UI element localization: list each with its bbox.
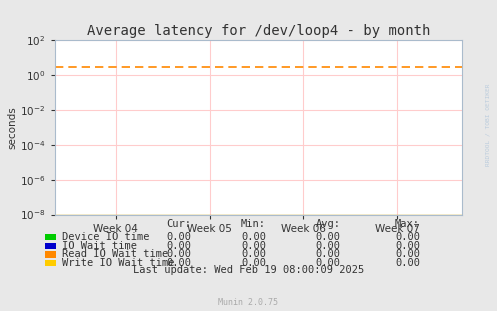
Text: IO Wait time: IO Wait time — [62, 241, 137, 251]
Text: Cur:: Cur: — [166, 219, 191, 229]
Text: Write IO Wait time: Write IO Wait time — [62, 258, 174, 268]
Text: 0.00: 0.00 — [395, 232, 420, 242]
Text: Avg:: Avg: — [316, 219, 340, 229]
Text: 0.00: 0.00 — [395, 241, 420, 251]
Text: 0.00: 0.00 — [241, 232, 266, 242]
Text: Munin 2.0.75: Munin 2.0.75 — [219, 298, 278, 307]
Text: 0.00: 0.00 — [316, 232, 340, 242]
Text: 0.00: 0.00 — [316, 249, 340, 259]
Text: Last update: Wed Feb 19 08:00:09 2025: Last update: Wed Feb 19 08:00:09 2025 — [133, 265, 364, 275]
Text: 0.00: 0.00 — [166, 241, 191, 251]
Text: 0.00: 0.00 — [395, 249, 420, 259]
Text: 0.00: 0.00 — [241, 249, 266, 259]
Text: 0.00: 0.00 — [241, 258, 266, 268]
Y-axis label: seconds: seconds — [7, 106, 17, 149]
Title: Average latency for /dev/loop4 - by month: Average latency for /dev/loop4 - by mont… — [87, 24, 430, 38]
Text: 0.00: 0.00 — [241, 241, 266, 251]
Text: Read IO Wait time: Read IO Wait time — [62, 249, 168, 259]
Text: RRDTOOL / TOBI OETIKER: RRDTOOL / TOBI OETIKER — [486, 83, 491, 166]
Text: Min:: Min: — [241, 219, 266, 229]
Text: 0.00: 0.00 — [316, 258, 340, 268]
Text: 0.00: 0.00 — [316, 241, 340, 251]
Text: 0.00: 0.00 — [395, 258, 420, 268]
Text: 0.00: 0.00 — [166, 249, 191, 259]
Text: 0.00: 0.00 — [166, 258, 191, 268]
Text: Device IO time: Device IO time — [62, 232, 150, 242]
Text: Max:: Max: — [395, 219, 420, 229]
Text: 0.00: 0.00 — [166, 232, 191, 242]
